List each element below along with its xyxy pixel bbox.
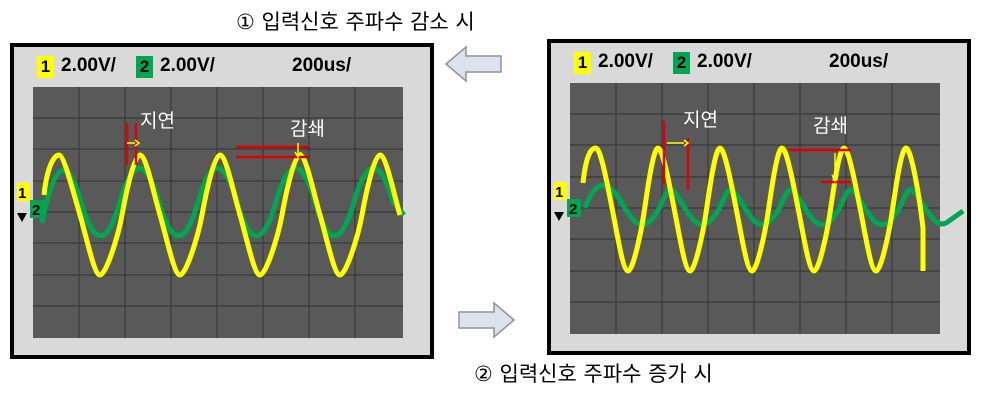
ch2-marker: 2 [569, 201, 577, 218]
ch1-badge: 1 [37, 56, 54, 78]
ch1-badge: 1 [574, 52, 591, 74]
waveform-plot: 지연 감쇄 1 2 [17, 87, 406, 338]
attenuation-markers [236, 143, 309, 159]
ch2-badge: 2 [673, 52, 690, 74]
delay-markers [125, 123, 141, 165]
ch1-marker-bg [17, 183, 30, 201]
left-arrow-icon [444, 45, 502, 83]
waveform-plot: 지연 감쇄 1 2 [554, 83, 965, 334]
ch1-scale: 2.00V/ [61, 55, 116, 76]
oscilloscope-left: 1 2.00V/ 2 2.00V/ 200us/ [10, 43, 434, 359]
right-arrow-icon [458, 301, 516, 339]
timebase: 200us/ [292, 55, 352, 76]
ch2-marker-bg [30, 200, 44, 218]
ch2-badge: 2 [136, 56, 153, 78]
ch1-waveform [41, 152, 403, 278]
ch2-marker: 2 [32, 202, 40, 219]
ch1-waveform [580, 145, 926, 274]
ground-marker-icon [17, 213, 27, 222]
delay-markers [662, 121, 690, 190]
delay-label: 지연 [140, 110, 175, 132]
delay-label: 지연 [683, 109, 718, 131]
ch2-marker-bg [567, 199, 581, 217]
caption-frequency-decrease: ① 입력신호 주파수 감소 시 [236, 10, 475, 34]
ch1-marker: 1 [18, 185, 26, 202]
ch1-marker: 1 [555, 184, 563, 201]
ch2-waveform [39, 166, 406, 238]
attenuation-label: 감쇄 [290, 118, 325, 140]
attenuation-label: 감쇄 [813, 115, 848, 137]
ch1-scale: 2.00V/ [598, 51, 653, 72]
caption-frequency-increase: ② 입력신호 주파수 증가 시 [474, 362, 713, 386]
ch2-scale: 2.00V/ [160, 55, 215, 76]
attenuation-markers [788, 148, 851, 184]
grid-lines [33, 87, 403, 338]
ground-marker-icon [554, 212, 564, 221]
oscilloscope-right: 1 2.00V/ 2 2.00V/ 200us/ [547, 39, 971, 355]
ch2-scale: 2.00V/ [697, 51, 752, 72]
ch1-marker-bg [554, 182, 567, 200]
timebase: 200us/ [829, 51, 889, 72]
